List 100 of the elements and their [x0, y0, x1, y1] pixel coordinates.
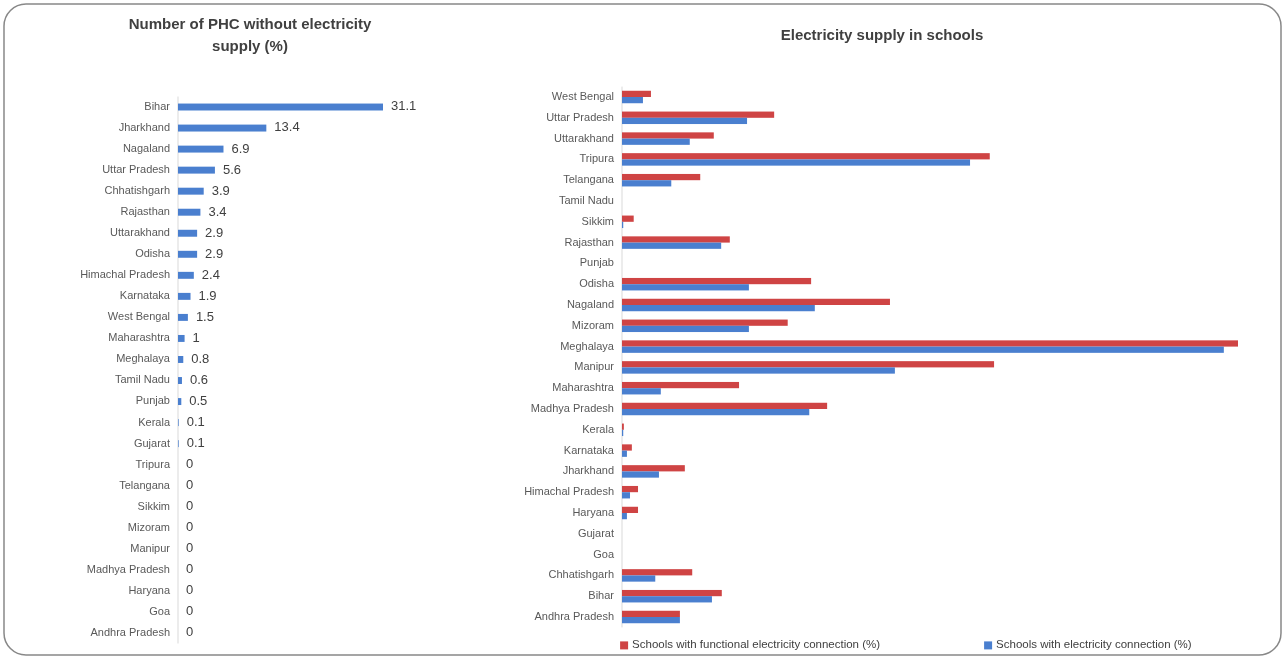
bar: [622, 215, 634, 222]
bar: [622, 325, 749, 333]
y-tick-label: Gujarat: [133, 436, 170, 449]
y-tick-label: Manipur: [574, 360, 615, 373]
bar: [622, 492, 631, 499]
data-label: 2.9: [205, 224, 224, 240]
bar: [622, 450, 627, 457]
bar: [178, 229, 198, 237]
y-tick-label: Mizoram: [127, 520, 170, 533]
y-tick-label: Rajasthan: [120, 205, 170, 218]
bar: [622, 596, 712, 603]
bar: [622, 298, 890, 305]
data-label: 0: [186, 477, 194, 493]
y-tick-label: Odisha: [579, 277, 615, 290]
y-tick-label: Uttarakhand: [110, 226, 170, 239]
bar: [622, 111, 775, 118]
y-tick-label: Tripura: [579, 152, 615, 165]
y-tick-label: Gujarat: [577, 526, 614, 539]
data-label: 0.5: [189, 393, 208, 408]
bar: [178, 271, 194, 279]
y-tick-label: Himachal Pradesh: [524, 485, 614, 498]
bar: [622, 277, 812, 285]
bar: [622, 242, 722, 249]
bar: [178, 187, 204, 195]
y-tick-label: Bihar: [588, 589, 615, 602]
y-tick-label: Madhya Pradesh: [86, 562, 170, 575]
chart-title: Electricity supply in schools: [780, 26, 984, 43]
y-tick-label: Manipur: [130, 541, 171, 554]
y-tick-label: Karnataka: [119, 289, 171, 302]
y-tick-label: West Bengal: [107, 310, 170, 323]
bar: [178, 124, 267, 132]
bar: [622, 159, 971, 166]
bar: [178, 398, 182, 406]
data-label: 0: [186, 624, 194, 640]
y-tick-label: Jharkhand: [118, 120, 170, 133]
data-label: 0: [186, 603, 194, 619]
bar: [622, 97, 643, 104]
y-tick-label: Tamil Nadu: [558, 193, 614, 206]
y-tick-label: Kerala: [138, 415, 171, 428]
y-tick-label: Andhra Pradesh: [90, 625, 170, 638]
y-tick-label: Punjab: [135, 394, 170, 407]
y-tick-label: Nagaland: [566, 297, 614, 310]
y-tick-label: Meghalaya: [560, 339, 615, 352]
data-label: 0: [186, 519, 194, 535]
y-tick-label: Bihar: [144, 99, 171, 112]
bar: [622, 589, 722, 597]
bar: [622, 610, 680, 617]
bar: [622, 305, 815, 312]
bar: [622, 465, 685, 472]
bar: [178, 208, 201, 216]
bar: [622, 173, 701, 181]
bar: [622, 617, 680, 624]
y-tick-label: West Bengal: [551, 89, 614, 102]
bar: [178, 356, 184, 363]
bar: [622, 388, 661, 395]
y-tick-label: Uttar Pradesh: [102, 163, 170, 176]
bar: [622, 367, 895, 374]
bar: [622, 361, 995, 368]
data-label: 1: [192, 329, 200, 345]
y-tick-label: Uttarakhand: [554, 131, 614, 144]
bar: [622, 138, 690, 145]
data-label: 1.9: [198, 287, 217, 303]
y-tick-label: Tripura: [135, 457, 171, 470]
y-tick-label: Nagaland: [122, 142, 170, 154]
y-tick-label: Meghalaya: [116, 352, 171, 365]
y-tick-label: Haryana: [128, 583, 171, 596]
data-label: 2.4: [201, 266, 220, 282]
data-label: 5.6: [222, 161, 241, 177]
data-label: 13.4: [274, 119, 300, 135]
y-tick-label: Punjab: [579, 256, 614, 269]
bar: [622, 569, 693, 576]
data-label: 2.9: [205, 245, 224, 261]
y-tick-label: Karnataka: [563, 443, 615, 456]
data-label: 0.1: [186, 414, 205, 430]
data-label: 6.9: [231, 140, 250, 156]
bar: [622, 132, 714, 139]
y-tick-label: Jharkhand: [562, 464, 614, 477]
legend-label: Schools with functional electricity connection (%): [632, 638, 881, 651]
data-label: 0.1: [186, 435, 205, 451]
bar: [622, 575, 656, 582]
bar: [622, 402, 828, 409]
data-label: 0: [186, 540, 194, 556]
y-tick-label: Mizoram: [571, 318, 614, 331]
data-label: 0: [186, 498, 194, 514]
y-tick-label: Chhatishgarh: [104, 184, 170, 197]
data-label: 3.9: [211, 182, 230, 198]
bar: [622, 381, 740, 389]
bar: [622, 506, 639, 513]
bar: [622, 346, 1224, 353]
y-tick-label: Sikkim: [137, 499, 170, 512]
bar: [178, 145, 224, 153]
y-tick-label: Telangana: [563, 173, 615, 186]
bar: [622, 284, 749, 291]
bar: [622, 409, 810, 416]
bar: [622, 90, 651, 97]
data-label: 0: [186, 582, 194, 598]
bar: [178, 313, 188, 321]
bar: [622, 180, 672, 187]
data-label: 3.4: [208, 203, 227, 219]
chart-title: Number of PHC without electricity supply (%): [128, 15, 372, 54]
